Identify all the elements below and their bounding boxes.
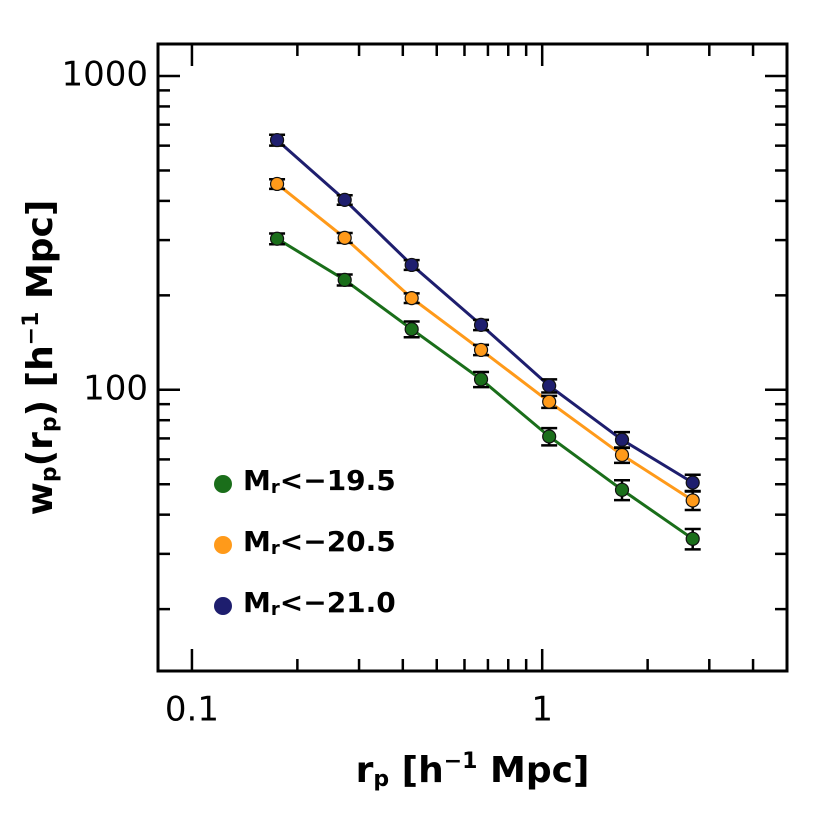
point	[473, 372, 489, 387]
plot-frame	[156, 42, 789, 673]
point	[542, 378, 557, 393]
point	[542, 394, 557, 409]
point	[337, 272, 352, 288]
point	[269, 176, 285, 192]
point	[337, 192, 352, 207]
point	[404, 291, 419, 306]
x-axis-label: rp [h−1 Mpc]	[356, 749, 590, 792]
series-line	[276, 138, 694, 484]
point	[614, 432, 630, 447]
point	[404, 322, 419, 337]
legend-label: Mr<−21.0	[243, 586, 396, 620]
point	[614, 482, 630, 497]
point	[269, 231, 285, 246]
point	[404, 257, 419, 273]
point	[269, 132, 285, 148]
legend-marker	[214, 597, 232, 615]
point	[685, 531, 700, 546]
point	[542, 429, 557, 444]
legend-label: Mr<−19.5	[243, 464, 396, 498]
point	[614, 447, 630, 463]
point	[337, 230, 352, 245]
series-line	[276, 182, 694, 502]
point	[685, 493, 700, 508]
y-axis-label: wp(rp) [h−1 Mpc]	[19, 200, 62, 516]
y-tick-label: 1000	[61, 55, 148, 95]
point	[473, 317, 489, 333]
legend-marker	[214, 475, 232, 493]
x-tick-label: 1	[531, 690, 553, 730]
point	[685, 475, 700, 490]
x-tick-label: 0.1	[165, 690, 219, 730]
y-tick-label: 100	[83, 368, 148, 408]
legend-label: Mr<−20.5	[243, 525, 396, 559]
legend-marker	[214, 536, 232, 554]
point	[473, 342, 489, 358]
